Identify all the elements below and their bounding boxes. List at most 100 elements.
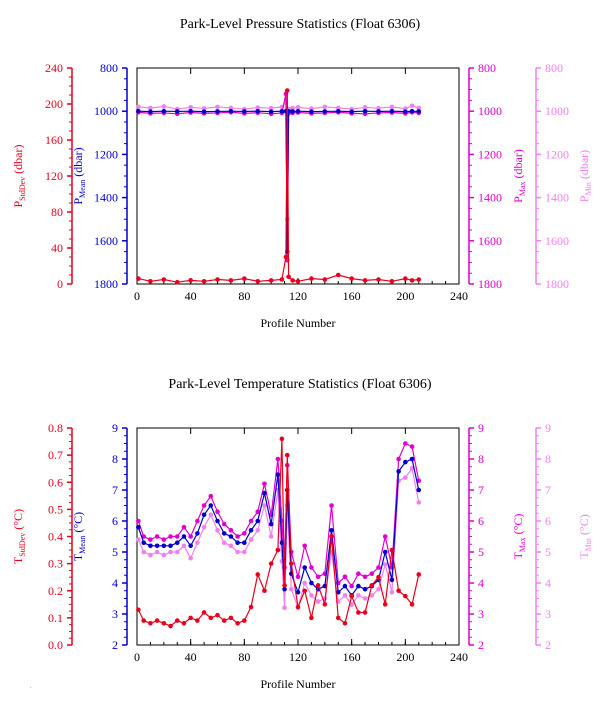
data-point-stddev [362,278,368,283]
data-point-min [349,602,354,607]
x-tick-label: 120 [289,650,307,664]
x-tick-label: 240 [450,650,468,664]
data-point-stddev [148,279,153,284]
y-tick-label-stddev: 0.4 [48,530,63,544]
x-tick-label: 0 [134,650,140,664]
data-point-stddev [221,618,227,623]
data-point-mean [262,490,267,496]
y-tick-label-stddev: 0.0 [48,638,63,652]
data-point-min [309,593,314,598]
data-point-stddev [315,583,321,588]
data-point-mean [188,543,193,549]
x-tick-label: 240 [450,289,468,303]
data-point-stddev [268,278,274,283]
data-point-max [262,481,267,487]
data-point-stddev [242,618,247,623]
data-point-stddev [215,612,220,618]
y-tick-label-max: 1800 [478,277,502,291]
data-point-mean [148,543,153,549]
data-point-stddev [329,534,334,539]
data-point-mean [255,108,261,114]
data-point-mean [154,543,160,549]
data-point-stddev [389,279,395,284]
data-point-mean [279,108,285,114]
series-line-max [137,442,420,588]
y-tick-label-mean: 6 [112,514,118,528]
data-point-stddev [416,572,422,577]
data-point-min [195,540,200,545]
data-point-max [342,574,348,580]
data-point-min [362,105,368,110]
data-point-min [382,562,388,567]
y-tick-label-min: 3 [545,607,551,621]
data-point-mean [141,540,147,545]
y-tick-label-mean: 2 [112,638,118,652]
data-point-min [268,534,274,539]
data-point-max [242,531,247,536]
series-line-max [138,93,419,261]
data-point-max [409,444,415,449]
x-tick-label: 0 [134,289,140,303]
data-point-mean [136,524,141,530]
x-tick-label: 160 [343,650,361,664]
data-point-stddev [409,278,415,283]
y-tick-label-stddev: 240 [45,61,63,75]
data-point-mean [148,109,153,114]
data-point-mean [136,108,141,114]
data-point-mean [389,108,395,114]
x-tick-label: 120 [289,289,307,303]
data-point-mean [376,109,381,114]
y-tick-label-min: 7 [545,483,551,497]
data-point-stddev [242,276,247,281]
x-tick-label: 80 [238,289,250,303]
data-point-mean [242,109,247,114]
x-axis-label: Profile Number [261,677,336,691]
data-point-min [403,475,408,480]
y-axis-label-stddev: TStdDev (°C) [11,509,27,564]
data-point-min [174,549,180,555]
data-point-max [235,534,240,539]
data-point-min [201,106,207,111]
data-point-min [141,549,147,555]
data-point-mean [168,543,173,549]
data-point-max [255,509,261,514]
data-point-mean [302,565,308,570]
data-point-min [356,593,361,598]
data-point-mean [396,469,401,474]
data-point-stddev [188,615,193,621]
data-point-stddev [284,452,290,458]
data-point-stddev [342,621,348,626]
y-tick-label-min: 5 [545,545,551,559]
data-point-stddev [201,279,207,284]
data-point-min [322,104,328,110]
y-tick-label-mean: 1200 [94,147,118,161]
data-point-mean [279,540,285,545]
data-point-min [148,552,153,558]
y-tick-label-min: 1000 [545,104,569,118]
y-tick-label-mean: 4 [112,576,118,590]
y-tick-label-stddev: 0.5 [48,502,63,516]
data-point-min [290,105,295,111]
data-point-min [221,540,227,545]
y-tick-label-min: 1200 [545,147,569,161]
x-tick-label: 40 [185,650,197,664]
pressure-chart: Park-Level Pressure Statistics (Float 63… [11,17,593,330]
y-axis-label-max: PMax (dbar) [511,149,527,203]
data-point-min [136,104,141,110]
y-axis-label-max: TMax (°C) [511,514,527,560]
data-point-stddev [322,277,328,282]
y-tick-label-stddev: 0.3 [48,557,63,571]
data-point-min [369,593,375,598]
data-point-stddev [148,621,153,626]
data-point-max [248,518,254,524]
data-point-min [248,537,254,542]
y-tick-label-max: 6 [478,514,484,528]
x-axis-label: Profile Number [261,316,336,330]
data-point-mean [409,108,415,114]
data-point-max [221,521,227,527]
y-axis-label-mean: PMean (dbar) [71,147,87,204]
y-tick-label-min: 9 [545,421,551,435]
y-tick-label-mean: 1400 [94,191,118,205]
data-point-min [335,105,341,111]
